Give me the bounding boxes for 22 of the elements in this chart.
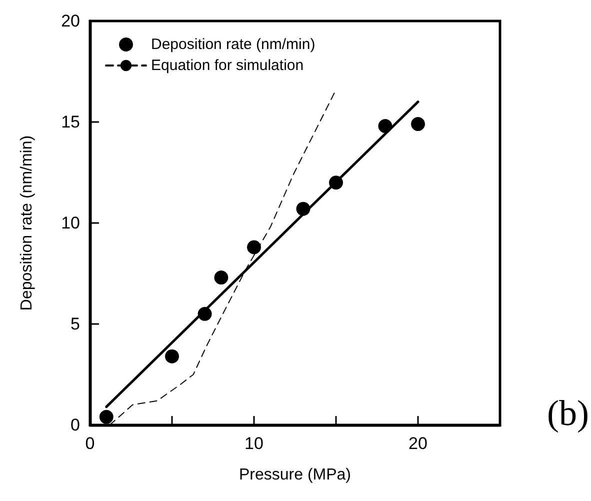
y-tick-label: 0 xyxy=(70,416,80,434)
point xyxy=(411,117,425,132)
point xyxy=(198,306,212,321)
y-tick-label: 10 xyxy=(61,214,80,232)
y-axis-title: Deposition rate (nm/min) xyxy=(18,135,36,311)
y-tick-label: 5 xyxy=(70,314,80,334)
x-axis-title: Pressure (MPa) xyxy=(238,466,352,484)
x-tick-label: 0 xyxy=(85,434,95,453)
x-tick-label: 10 xyxy=(244,434,264,453)
y-tick-label: 20 xyxy=(61,12,80,30)
point xyxy=(99,410,114,424)
point xyxy=(296,202,310,216)
x-tick-label: 20 xyxy=(408,434,428,453)
point xyxy=(214,270,228,285)
y-tick-label: 15 xyxy=(61,112,80,132)
legend-label: Equation for simulation xyxy=(151,57,304,74)
point xyxy=(329,176,343,190)
legend-label: Deposition rate (nm/min) xyxy=(151,36,316,53)
point xyxy=(165,349,179,364)
point xyxy=(247,240,261,254)
point xyxy=(378,119,392,134)
text: (b) xyxy=(547,393,590,433)
